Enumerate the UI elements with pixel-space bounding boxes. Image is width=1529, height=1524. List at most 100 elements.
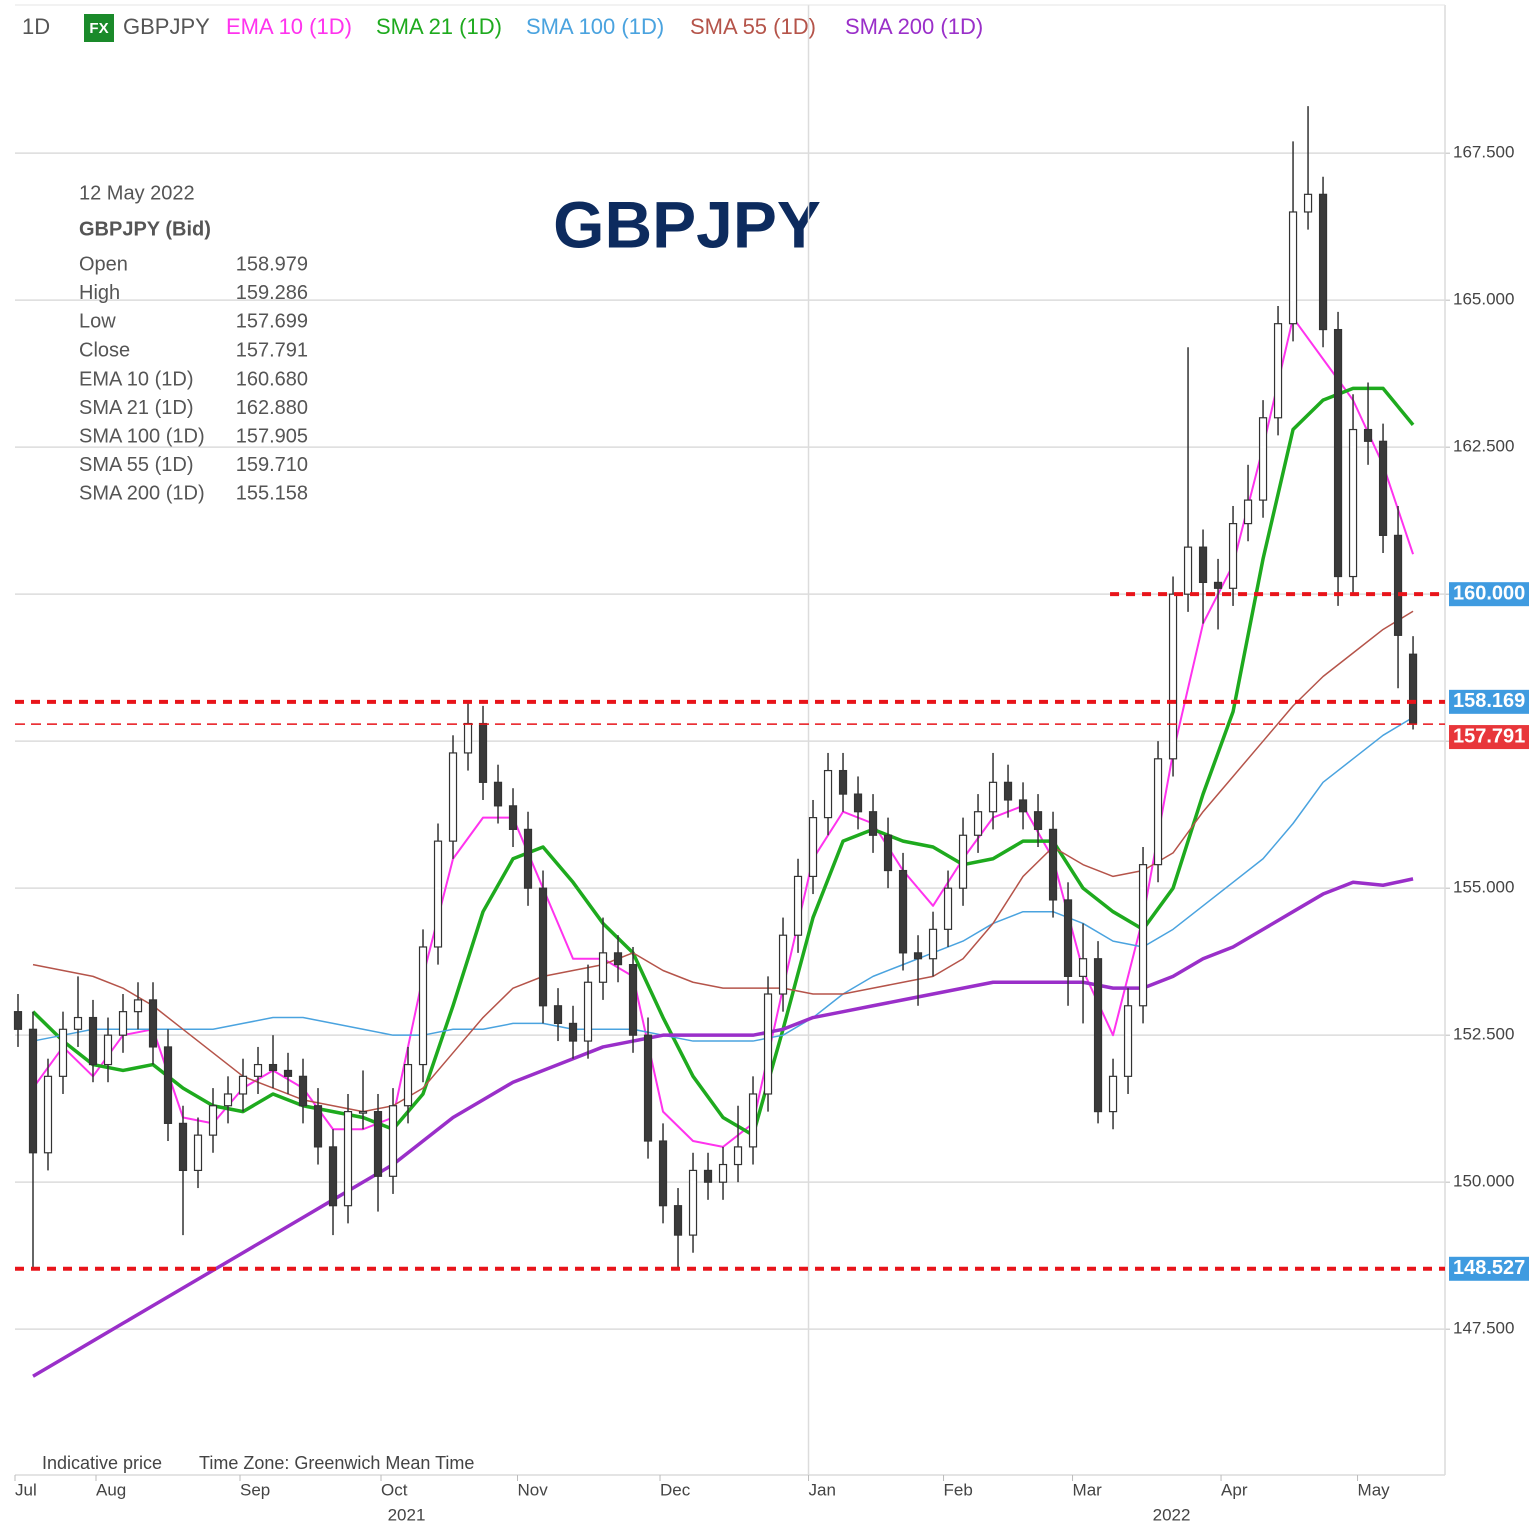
candle-body: [193, 1134, 203, 1172]
candle: [988, 752, 998, 830]
candle-body: [223, 1093, 233, 1107]
candle-body: [1078, 958, 1088, 977]
info-ma-value: 160.680: [236, 368, 308, 390]
candle-body: [853, 793, 863, 813]
candle: [373, 1093, 383, 1212]
info-ma-value: 157.905: [236, 425, 308, 447]
candle: [163, 1029, 173, 1142]
candle-body: [1183, 546, 1193, 595]
candle: [1183, 347, 1193, 612]
candle: [343, 1093, 353, 1224]
level-label: 158.169: [1453, 690, 1525, 712]
y-tick-label: 150.000: [1453, 1172, 1514, 1191]
candle: [553, 988, 563, 1042]
candle: [223, 1076, 233, 1124]
candle-body: [673, 1205, 683, 1236]
candle: [478, 705, 488, 800]
candle-body: [943, 887, 953, 930]
candle-body: [403, 1063, 413, 1107]
candle-body: [1033, 811, 1043, 830]
footer-note: Indicative price: [42, 1453, 162, 1473]
candle: [1393, 505, 1403, 689]
candle-body: [238, 1075, 248, 1095]
candle: [673, 1188, 683, 1271]
candle: [1273, 306, 1283, 436]
info-ma-label: SMA 55 (1D): [79, 454, 193, 476]
candle: [178, 1105, 188, 1236]
info-value: 158.979: [236, 253, 308, 275]
candle-body: [448, 752, 458, 842]
candle-body: [808, 817, 818, 878]
level-label: 157.791: [1453, 725, 1525, 747]
year-label: 2021: [388, 1505, 426, 1524]
candle: [688, 1152, 698, 1253]
candle-body: [628, 964, 638, 1036]
candle: [253, 1046, 263, 1094]
candle-body: [913, 952, 923, 960]
fx-badge-box: [84, 14, 114, 42]
candle: [313, 1088, 323, 1165]
candle: [1198, 529, 1208, 624]
candle: [148, 982, 158, 1065]
candle-body: [1318, 193, 1328, 331]
y-tick-label: 165.000: [1453, 290, 1514, 309]
candle-body: [898, 869, 908, 954]
candle-body: [658, 1140, 668, 1207]
candle-body: [1213, 581, 1223, 589]
candle-body: [958, 834, 968, 889]
candle: [1213, 558, 1223, 630]
candle-body: [208, 1105, 218, 1136]
candle: [793, 858, 803, 953]
candle-body: [1198, 546, 1208, 584]
y-tick-label: 155.000: [1453, 878, 1514, 897]
candle-body: [133, 999, 143, 1013]
candle-body: [163, 1046, 173, 1124]
candle-body: [418, 946, 428, 1066]
candle: [1138, 847, 1148, 1024]
candle: [703, 1152, 713, 1200]
candle: [43, 1058, 53, 1171]
candle: [1303, 106, 1313, 230]
candle-body: [823, 769, 833, 819]
candle-body: [1018, 799, 1028, 813]
x-tick-label: Aug: [96, 1480, 126, 1499]
candle: [283, 1052, 293, 1094]
candle-body: [1303, 193, 1313, 213]
candle: [733, 1105, 743, 1183]
candle-body: [73, 1016, 83, 1030]
candle: [1348, 394, 1358, 595]
candle: [613, 935, 623, 983]
candle-body: [433, 840, 443, 948]
info-ma-value: 155.158: [236, 483, 308, 505]
candle-body: [1123, 1005, 1133, 1077]
info-ma-label: SMA 21 (1D): [79, 397, 193, 419]
legend-entry: SMA 21 (1D): [376, 14, 502, 39]
candle-body: [28, 1028, 38, 1154]
candle: [208, 1088, 218, 1153]
candle: [73, 976, 83, 1047]
candle-body: [1153, 758, 1163, 866]
info-value: 159.286: [236, 282, 308, 304]
info-label: High: [79, 282, 120, 304]
candle: [853, 776, 863, 830]
candle: [898, 852, 908, 971]
candle: [13, 994, 23, 1047]
candle-body: [793, 875, 803, 936]
candle-body: [103, 1034, 113, 1066]
candle: [643, 1017, 653, 1159]
x-tick-label: May: [1358, 1480, 1391, 1499]
candle: [358, 1070, 368, 1130]
candle-body: [463, 722, 473, 754]
candle: [493, 764, 503, 824]
candle-body: [568, 1022, 578, 1042]
info-label: Open: [79, 253, 128, 275]
candle: [973, 794, 983, 853]
candle-body: [1273, 323, 1283, 419]
ma-line: [32, 877, 1414, 1378]
candle: [1123, 988, 1133, 1094]
candle-body: [1093, 958, 1103, 1113]
info-ma-value: 159.710: [236, 454, 308, 476]
candle-body: [1408, 653, 1418, 725]
candle: [328, 1129, 338, 1236]
